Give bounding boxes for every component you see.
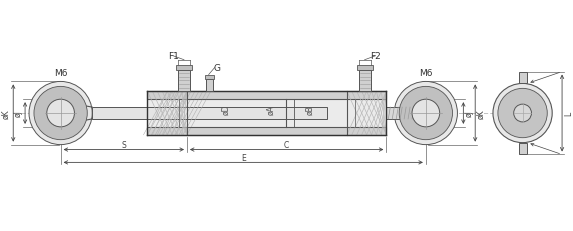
Bar	[147, 127, 386, 135]
Bar	[147, 100, 386, 127]
Text: øK: øK	[2, 109, 11, 118]
Circle shape	[29, 82, 92, 145]
Bar	[205, 75, 214, 80]
Circle shape	[412, 100, 439, 127]
Text: øK: øK	[477, 109, 486, 118]
Bar	[357, 65, 372, 70]
Text: øJ: øJ	[14, 110, 23, 117]
Text: øB: øB	[306, 105, 315, 114]
Circle shape	[498, 89, 547, 138]
Text: S: S	[121, 140, 126, 149]
Bar	[178, 70, 190, 92]
Text: F1: F1	[168, 52, 179, 61]
Circle shape	[394, 82, 457, 145]
Bar	[176, 65, 192, 70]
Text: F2: F2	[370, 52, 381, 61]
Bar	[92, 108, 327, 119]
Text: E: E	[241, 153, 246, 162]
Text: C: C	[284, 140, 289, 149]
Bar	[386, 108, 414, 119]
Bar	[206, 80, 213, 92]
Circle shape	[514, 105, 532, 122]
Text: øA: øA	[266, 105, 276, 115]
Bar	[147, 91, 188, 136]
Circle shape	[399, 87, 453, 140]
Circle shape	[47, 100, 74, 127]
Text: øD: øD	[222, 104, 231, 115]
Text: G: G	[213, 64, 220, 73]
Text: M6: M6	[419, 69, 433, 78]
Text: øJ: øJ	[465, 110, 474, 117]
Bar	[519, 143, 527, 155]
Bar	[147, 92, 386, 100]
Text: M6: M6	[54, 69, 68, 78]
Text: L: L	[564, 111, 573, 116]
Circle shape	[34, 87, 87, 140]
Bar	[359, 70, 371, 92]
Bar	[519, 72, 527, 84]
Circle shape	[493, 84, 552, 143]
